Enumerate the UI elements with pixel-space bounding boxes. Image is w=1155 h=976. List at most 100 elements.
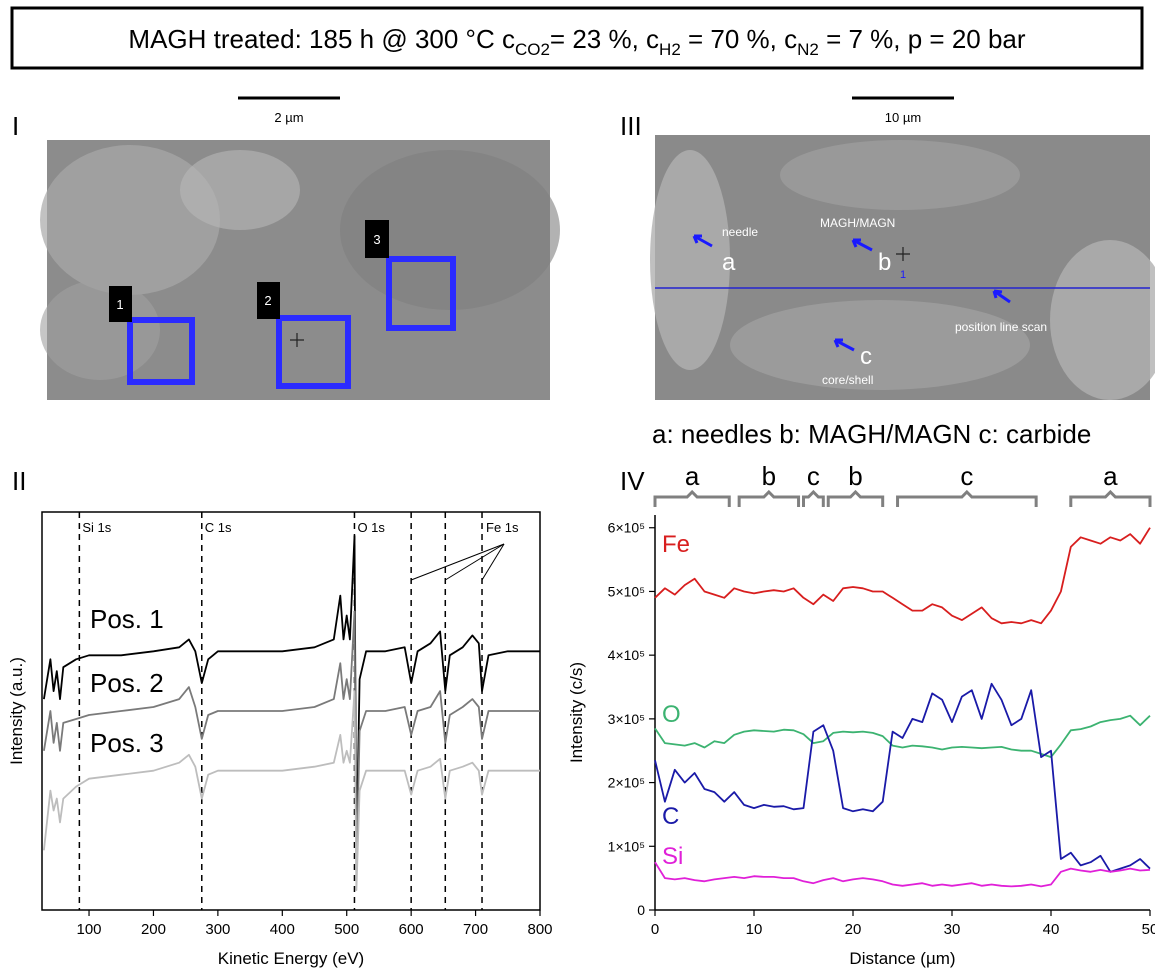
series-label: Pos. 1 [90, 604, 164, 634]
image-label: 1 [900, 269, 906, 281]
image-texture [40, 280, 160, 380]
scale-label: 10 µm [885, 110, 921, 125]
reference-label: Fe 1s [486, 520, 519, 535]
image-texture [1050, 240, 1155, 400]
image-texture [340, 150, 560, 310]
image-label: b [878, 249, 891, 276]
sem-image: needle a MAGH/MAGN b 1 position line sca… [650, 135, 1155, 400]
region-bracket [826, 489, 885, 507]
scale-label: 2 µm [274, 110, 303, 125]
y-tick-label: 6×10⁵ [608, 520, 645, 536]
roi-label: 1 [116, 297, 123, 312]
region-label: a [685, 461, 700, 491]
x-tick-label: 20 [845, 921, 862, 938]
series-line [654, 714, 1151, 758]
arrow [851, 238, 873, 252]
region-bracket [802, 489, 825, 507]
x-tick-label: 200 [141, 921, 166, 938]
x-tick-label: 0 [651, 921, 659, 938]
series-label: Pos. 3 [90, 728, 164, 758]
sem-image: 1 2 3 [40, 140, 560, 400]
y-axis-label: Intensity (a.u.) [7, 657, 26, 765]
region-label: c [807, 461, 820, 491]
y-tick-label: 4×10⁵ [608, 647, 645, 663]
roi-box [276, 315, 351, 389]
roi-box [386, 256, 456, 331]
series-line [654, 861, 1151, 888]
roi-label: 3 [373, 232, 380, 247]
leader-line [410, 543, 505, 581]
x-tick-label: 10 [746, 921, 763, 938]
title-subscript: N2 [797, 40, 819, 59]
arrow [833, 338, 855, 352]
image-label: core/shell [822, 373, 873, 387]
region-bracket [653, 489, 731, 507]
series-label: Si [662, 843, 683, 870]
title-part: = 70 %, c [681, 24, 797, 54]
reference-label: O 1s [357, 520, 385, 535]
region-label: a [1103, 461, 1118, 491]
reference-label: Si 1s [82, 520, 111, 535]
x-tick-label: 400 [270, 921, 295, 938]
x-tick-label: 30 [944, 921, 961, 938]
region-bracket [1069, 489, 1152, 507]
image-texture [730, 300, 1030, 390]
arrow [692, 234, 713, 248]
image-texture [780, 140, 1020, 210]
series-label: Pos. 2 [90, 668, 164, 698]
arrow [992, 289, 1011, 304]
y-tick-label: 0 [637, 902, 645, 918]
image-texture [40, 145, 220, 295]
image-label: position line scan [955, 320, 1047, 334]
y-tick-label: 5×10⁵ [608, 583, 645, 599]
panel-label: II [12, 466, 26, 496]
series-label: C [662, 803, 679, 830]
region-bracket [896, 489, 1038, 507]
image-label: a [722, 249, 736, 276]
leader-line [445, 543, 505, 581]
y-tick-label: 2×10⁵ [608, 775, 645, 791]
x-tick-label: 300 [205, 921, 230, 938]
series-line [654, 527, 1151, 625]
reference-label: C 1s [205, 520, 232, 535]
series-line [43, 690, 540, 891]
x-tick-label: 100 [77, 921, 102, 938]
series-line [43, 610, 540, 880]
region-label: b [762, 461, 776, 491]
leader-line [481, 543, 505, 581]
x-tick-label: 700 [463, 921, 488, 938]
x-tick-label: 800 [527, 921, 552, 938]
roi-label: 2 [264, 293, 271, 308]
roi-tag [257, 282, 280, 319]
series-label: O [662, 701, 681, 728]
title-part: = 23 %, c [550, 24, 659, 54]
x-tick-label: 40 [1043, 921, 1060, 938]
x-tick-label: 500 [334, 921, 359, 938]
image-texture [180, 150, 300, 230]
region-bracket [737, 489, 801, 507]
y-tick-label: 3×10⁵ [608, 711, 645, 727]
series-line [654, 682, 1151, 873]
region-label: c [960, 461, 973, 491]
image-label: MAGH/MAGN [820, 216, 895, 230]
region-label: b [848, 461, 862, 491]
roi-tag [109, 286, 132, 322]
title-part: MAGH treated: 185 h @ 300 °C c [128, 24, 515, 54]
title: MAGH treated: 185 h @ 300 °C cCO2= 23 %,… [128, 24, 1025, 59]
x-tick-label: 50 [1142, 921, 1155, 938]
image-label: needle [722, 225, 758, 239]
panel-label: III [620, 111, 642, 141]
title-subscript: CO2 [515, 40, 550, 59]
title-box [10, 6, 1144, 70]
x-axis-label: Distance (µm) [849, 949, 955, 968]
crosshair [896, 247, 910, 261]
x-tick-label: 600 [399, 921, 424, 938]
image-label: c [860, 343, 872, 370]
series-line [43, 535, 540, 860]
caption: a: needles b: MAGH/MAGN c: carbide [652, 419, 1091, 449]
y-axis-label: Intensity (c/s) [567, 662, 586, 763]
roi-box [127, 317, 195, 385]
panel-label: I [12, 111, 19, 141]
